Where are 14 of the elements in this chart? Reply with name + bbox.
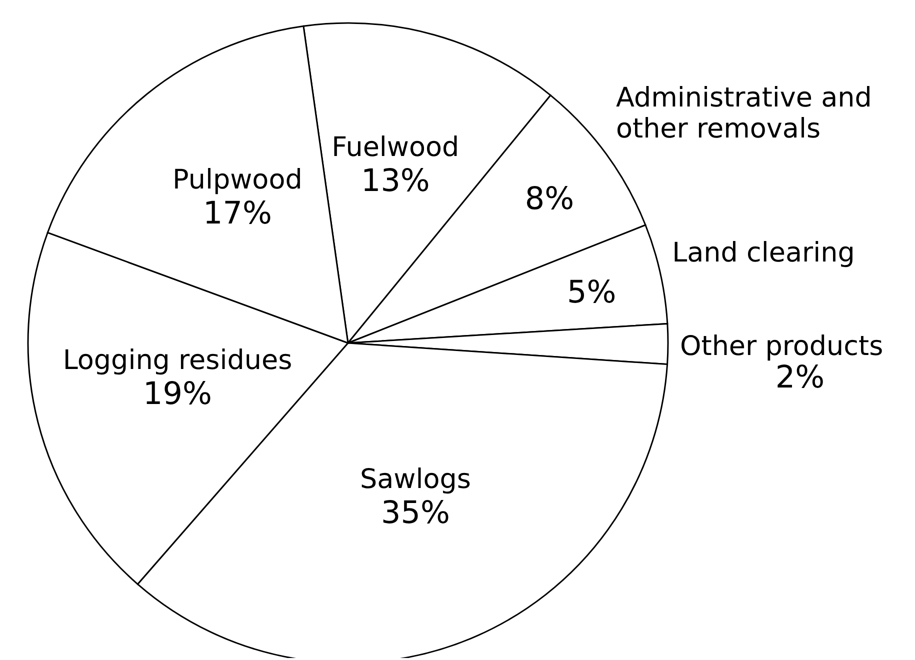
data-label: 13% [360,163,430,200]
slice-label: Other products [680,330,884,362]
data-label: 2% [775,359,825,396]
slice-label: Administrative and other removals [616,82,872,145]
data-label: 35% [381,495,450,532]
slice-label: Logging residues [62,345,292,376]
data-label: 8% [524,181,574,218]
data-label: 19% [143,376,212,412]
slice-label: Pulpwood [172,164,302,196]
data-label: 5% [567,274,616,310]
data-label: 17% [203,196,272,232]
slice-label: Sawlogs [360,464,471,495]
slice-label: Fuelwood [332,132,460,163]
slice-label: Land clearing [672,237,855,268]
